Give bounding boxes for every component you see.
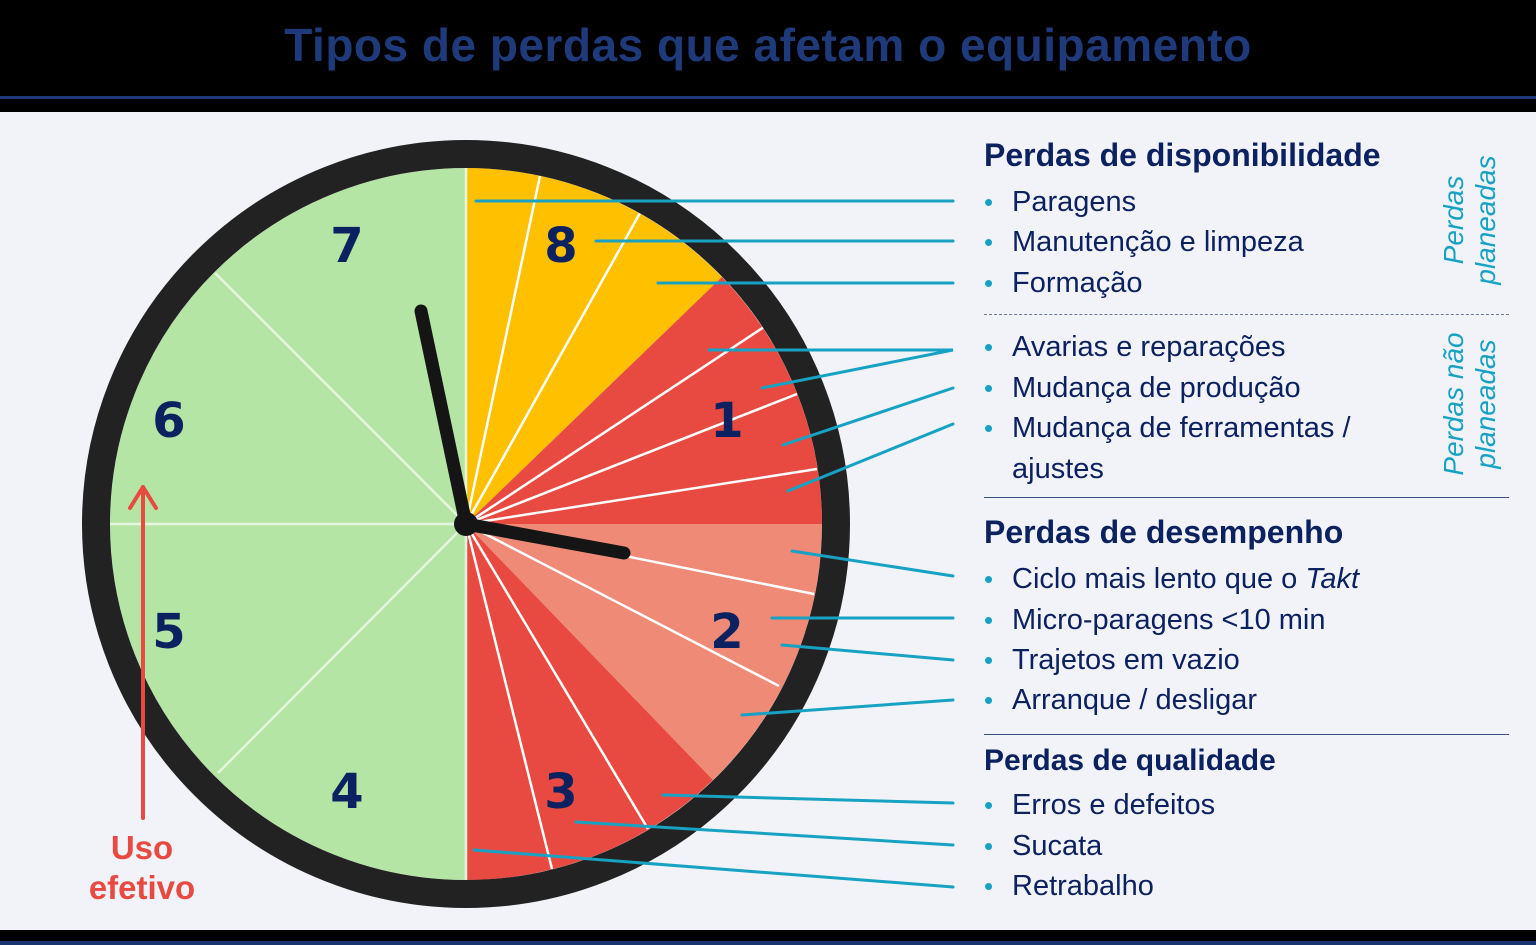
item-text: Avarias e reparações — [1012, 331, 1286, 363]
bullet-icon: • — [984, 187, 994, 217]
bottom-divider — [0, 941, 1536, 945]
list-item-continuation: ajustes — [984, 449, 1104, 489]
effective-use-label: Uso efetivo — [62, 828, 222, 908]
takt-term: Takt — [1305, 563, 1360, 595]
sector-1-unplanned-availability — [466, 277, 822, 524]
minute-hand — [414, 304, 473, 531]
item-text: Retrabalho — [1012, 870, 1154, 902]
sector-number-7: 7 — [330, 218, 363, 274]
sector-3-quality — [466, 524, 713, 880]
bullet-icon: • — [984, 413, 994, 443]
sector-8-planned-availability — [466, 168, 722, 524]
section-divider — [984, 497, 1509, 498]
list-item: • Paragens — [984, 182, 1136, 222]
sector-number-1: 1 — [710, 393, 743, 449]
bullet-icon: • — [984, 605, 994, 635]
bullet-icon: • — [984, 645, 994, 675]
bullet-icon: • — [984, 831, 994, 861]
title-divider — [0, 96, 1536, 99]
list-item: • Erros e defeitos — [984, 785, 1215, 825]
item-text: Sucata — [1012, 830, 1103, 862]
item-text: Trajetos em vazio — [1012, 644, 1240, 676]
planned-label-line1: Perdas — [1438, 175, 1469, 265]
bullet-icon: • — [984, 268, 994, 298]
list-item: • Avarias e reparações — [984, 327, 1286, 367]
list-item: • Retrabalho — [984, 866, 1154, 906]
item-text: Mudança de ferramentas / — [1012, 412, 1351, 444]
performance-losses-title: Perdas de desempenho — [984, 514, 1344, 550]
bullet-icon: • — [984, 227, 994, 257]
list-item: • Arranque / desligar — [984, 680, 1257, 720]
sector-number-6: 6 — [152, 393, 185, 449]
bullet-icon: • — [984, 564, 994, 594]
hour-hand — [459, 517, 631, 560]
connector-lines — [472, 199, 955, 889]
list-item: • Ciclo mais lento que o Takt — [984, 559, 1359, 599]
list-item: • Formação — [984, 263, 1143, 303]
sector-number-8: 8 — [544, 218, 577, 274]
section-divider — [984, 734, 1509, 735]
green-separators — [110, 168, 468, 880]
planned-label-line2: planeadas — [1470, 155, 1501, 285]
list-item: • Trajetos em vazio — [984, 640, 1240, 680]
item-text: Formação — [1012, 267, 1143, 299]
sector-number-5: 5 — [152, 604, 185, 660]
effective-use-line2: efetivo — [88, 869, 196, 906]
quality-losses-title: Perdas de qualidade — [984, 744, 1276, 777]
up-arrow-icon — [128, 485, 158, 820]
bullet-icon: • — [984, 790, 994, 820]
clock-center-pin — [454, 512, 478, 536]
bullet-icon: • — [984, 685, 994, 715]
availability-losses-title: Perdas de disponibilidade — [984, 137, 1381, 173]
bullet-icon: • — [984, 373, 994, 403]
list-item: • Micro-paragens <10 min — [984, 600, 1326, 640]
item-text: Arranque / desligar — [1012, 684, 1258, 716]
list-item: • Manutenção e limpeza — [984, 222, 1304, 262]
item-text: Erros e defeitos — [1012, 789, 1216, 821]
clock-ring — [82, 140, 850, 908]
unplanned-label-line2: planeadas — [1470, 339, 1501, 469]
clock-hands — [414, 304, 631, 560]
list-item: • Mudança de ferramentas / — [984, 408, 1351, 448]
bullet-icon: • — [984, 871, 994, 901]
item-text: Micro-paragens <10 min — [1012, 604, 1326, 636]
list-item: • Mudança de produção — [984, 368, 1301, 408]
item-text: Manutenção e limpeza — [1012, 226, 1304, 258]
sector-number-3: 3 — [544, 764, 577, 820]
item-text: ajustes — [1012, 453, 1104, 485]
item-text: Mudança de produção — [1012, 372, 1301, 404]
sector-2-performance — [466, 524, 822, 780]
item-text: Ciclo mais lento que o — [1012, 563, 1306, 595]
sector-number-4: 4 — [330, 764, 363, 820]
page-title: Tipos de perdas que afetam o equipamento — [284, 19, 1252, 71]
unplanned-losses-vertical-label: Perdas não planeadas — [1438, 316, 1502, 492]
unplanned-label-line1: Perdas não — [1438, 332, 1469, 476]
item-text: Paragens — [1012, 186, 1137, 218]
planned-unplanned-divider — [984, 314, 1509, 315]
effective-use-line1: Uso — [110, 829, 174, 866]
list-item: • Sucata — [984, 826, 1102, 866]
title-bar: Tipos de perdas que afetam o equipamento — [0, 0, 1536, 96]
bullet-icon: • — [984, 332, 994, 362]
planned-losses-vertical-label: Perdas planeadas — [1438, 140, 1502, 300]
sector-number-2: 2 — [710, 604, 743, 660]
